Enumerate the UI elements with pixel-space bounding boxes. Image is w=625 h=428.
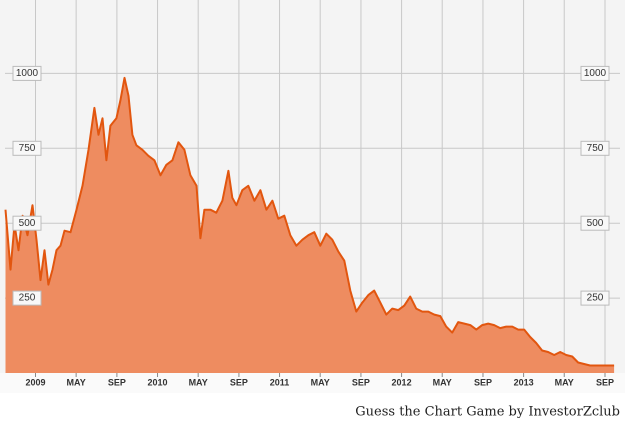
x-tick-label: MAY: [67, 377, 86, 387]
y-tick-box: [12, 140, 42, 156]
x-tick-label: SEP: [108, 377, 126, 387]
x-tick-label: 2013: [514, 377, 534, 387]
y-tick-label: 1000: [584, 68, 607, 79]
x-tick-label: MAY: [433, 377, 452, 387]
x-tick-label: SEP: [230, 377, 248, 387]
x-tick-label: SEP: [352, 377, 370, 387]
y-tick-label: 750: [19, 143, 36, 154]
caption: Guess the Chart Game by InvestorZclub: [355, 405, 620, 420]
x-axis-band: [0, 373, 625, 393]
y-tick-box: [12, 215, 42, 231]
area: [5, 77, 615, 374]
y-tick-box: [580, 65, 610, 81]
y-tick-label: 1000: [16, 68, 39, 79]
y-tick-box: [580, 140, 610, 156]
y-tick-label: 500: [587, 218, 604, 229]
x-tick-label: MAY: [555, 377, 574, 387]
x-tick-label: SEP: [474, 377, 492, 387]
line: [4, 76, 615, 367]
y-tick-box: [580, 290, 610, 306]
y-tick-label: 250: [587, 293, 604, 304]
y-tick-label: 500: [19, 218, 36, 229]
y-tick-box: [580, 215, 610, 231]
y-tick-label: 250: [19, 293, 36, 304]
y-tick-box: [12, 290, 42, 306]
y-tick-label: 750: [587, 143, 604, 154]
y-tick-box: [12, 65, 42, 81]
x-tick-label: 2012: [392, 377, 412, 387]
x-tick-label: 2010: [148, 377, 168, 387]
x-tick-label: MAY: [189, 377, 208, 387]
x-tick-label: 2009: [25, 377, 45, 387]
x-tick-label: SEP: [596, 377, 614, 387]
x-tick-label: MAY: [311, 377, 330, 387]
x-tick-label: 2011: [270, 377, 290, 387]
